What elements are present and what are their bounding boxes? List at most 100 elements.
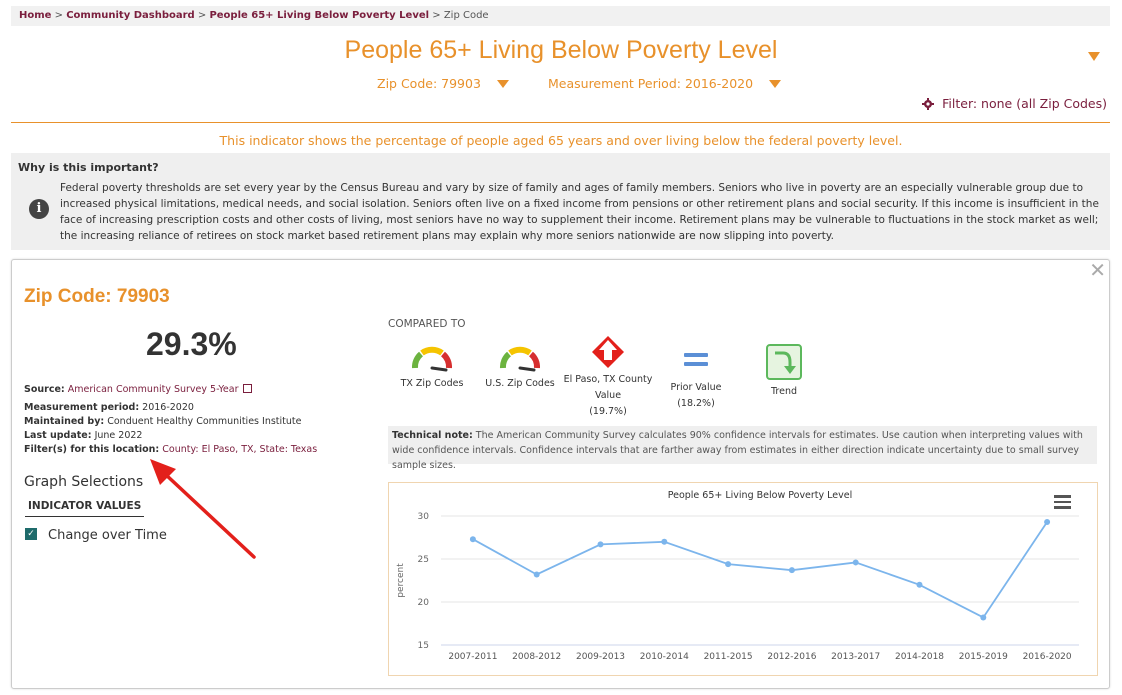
why-important-body: Federal poverty thresholds are set every… [60, 182, 1099, 242]
chevron-down-icon [769, 79, 782, 88]
page-title: People 65+ Living Below Poverty Level [344, 36, 778, 64]
change-over-time-checkbox[interactable]: ✓ [25, 528, 37, 540]
data-point [661, 538, 668, 545]
measurement-period-line: Measurement period: 2016-2020 [24, 402, 194, 413]
comparison-us-zip-codes[interactable]: U.S. Zip Codes [475, 342, 565, 392]
compared-to-title: COMPARED TO [388, 318, 466, 330]
comparison-label: TX Zip Codes [400, 378, 464, 389]
series-line [472, 521, 1048, 619]
maintained-by-value: Conduent Healthy Communities Institute [107, 416, 302, 427]
equal-icon [684, 353, 708, 366]
x-tick-label: 2011-2015 [704, 652, 753, 662]
location-filters-label: Filter(s) for this location: [24, 444, 160, 455]
data-point [1044, 519, 1051, 526]
comparison-trend[interactable]: Trend [739, 344, 829, 400]
x-tick-label: 2015-2019 [959, 652, 1008, 662]
data-point [533, 571, 540, 578]
chart-title: People 65+ Living Below Poverty Level [668, 490, 853, 501]
data-point [980, 614, 987, 621]
measurement-period-label: Measurement period: [24, 402, 140, 413]
breadcrumb: Home > Community Dashboard > People 65+ … [11, 6, 1110, 26]
chevron-down-icon [496, 79, 509, 88]
breadcrumb-separator: > [51, 10, 67, 21]
comparison-tx-zip-codes[interactable]: TX Zip Codes [387, 342, 477, 392]
why-important-title: Why is this important? [18, 161, 159, 174]
technical-note: Technical note: The American Community S… [388, 426, 1097, 471]
data-point [788, 567, 795, 574]
x-tick-label: 2010-2014 [640, 652, 689, 662]
x-tick-label: 2012-2016 [767, 652, 816, 662]
y-tick-label: 25 [418, 555, 429, 565]
zip-code-selector[interactable]: Zip Code: 79903 [377, 76, 509, 91]
breadcrumb-separator: > [429, 10, 444, 21]
source-link[interactable]: American Community Survey 5-Year [67, 384, 239, 395]
why-important-box: Why is this important? i Federal poverty… [11, 153, 1110, 250]
data-point [469, 536, 476, 543]
breadcrumb-indicator[interactable]: People 65+ Living Below Poverty Level [209, 10, 430, 21]
source-line: Source: American Community Survey 5-Year [24, 383, 252, 395]
filter-label: Filter: none (all Zip Codes) [942, 96, 1107, 111]
measurement-period-selector-label: Measurement Period: 2016-2020 [548, 76, 754, 91]
data-point [725, 561, 732, 568]
info-icon: i [29, 199, 49, 219]
comparison-label: El Paso, TX County Value [563, 374, 653, 401]
x-tick-label: 2016-2020 [1023, 652, 1072, 662]
gear-icon [922, 97, 935, 110]
data-point [597, 541, 604, 548]
line-chart: People 65+ Living Below Poverty Level 15 2… [396, 490, 1079, 662]
x-tick-label: 2009-2013 [576, 652, 625, 662]
divider [11, 122, 1110, 123]
breadcrumb-dashboard[interactable]: Community Dashboard [66, 10, 195, 21]
y-tick-label: 15 [418, 641, 429, 651]
indicator-detail-panel: ✕ Zip Code: 79903 29.3% Source: American… [11, 258, 1110, 689]
comparison-value: (19.7%) [589, 406, 627, 417]
last-update-label: Last update: [24, 430, 92, 441]
location-filters-link[interactable]: County: El Paso, TX, State: Texas [162, 444, 318, 455]
measurement-period-value: 2016-2020 [142, 402, 194, 413]
annotation-arrow [150, 459, 256, 559]
y-tick-label: 20 [418, 598, 430, 608]
indicator-description: This indicator shows the percentage of p… [219, 133, 903, 148]
breadcrumb-separator: > [194, 10, 210, 21]
breadcrumb-home[interactable]: Home [19, 10, 52, 21]
location-filters-line: Filter(s) for this location: County: El … [24, 444, 317, 455]
source-label: Source: [24, 384, 65, 395]
data-point [916, 581, 923, 588]
technical-note-label: Technical note: [392, 430, 473, 441]
chart-menu-icon[interactable] [1054, 495, 1071, 512]
x-tick-label: 2014-2018 [895, 652, 944, 662]
comparison-label: Prior Value [670, 382, 722, 393]
maintained-by-line: Maintained by: Conduent Healthy Communit… [24, 416, 301, 427]
gauge-icon [412, 346, 452, 372]
breadcrumb-current: Zip Code [443, 10, 489, 21]
y-tick-label: 30 [418, 512, 430, 522]
location-title: Zip Code: 79903 [24, 286, 170, 307]
filter-link[interactable]: Filter: none (all Zip Codes) [922, 96, 1107, 111]
title-dropdown-caret-icon[interactable] [1088, 52, 1100, 61]
maintained-by-label: Maintained by: [24, 416, 105, 427]
data-point [852, 559, 859, 566]
last-update-value: June 2022 [94, 430, 143, 441]
tab-indicator-values[interactable]: INDICATOR VALUES [25, 500, 145, 517]
x-tick-label: 2013-2017 [831, 652, 880, 662]
change-over-time-label: Change over Time [48, 528, 167, 543]
external-link-icon[interactable] [242, 384, 252, 393]
y-axis-label: percent [396, 563, 406, 598]
trend-down-icon [766, 344, 802, 380]
x-tick-label: 2007-2011 [448, 652, 497, 662]
chart-container: People 65+ Living Below Poverty Level 15 2… [388, 482, 1098, 676]
comparison-label: U.S. Zip Codes [485, 378, 555, 389]
zip-code-selector-label: Zip Code: 79903 [377, 76, 481, 91]
last-update-line: Last update: June 2022 [24, 430, 142, 441]
x-tick-label: 2008-2012 [512, 652, 561, 662]
close-icon[interactable]: ✕ [1089, 258, 1106, 282]
comparison-prior-value[interactable]: Prior Value (18.2%) [651, 350, 741, 412]
measurement-period-selector[interactable]: Measurement Period: 2016-2020 [548, 76, 782, 91]
comparison-el-paso-county[interactable]: El Paso, TX County Value (19.7%) [563, 334, 653, 420]
comparison-value: (18.2%) [677, 398, 715, 409]
indicator-value: 29.3% [146, 326, 237, 362]
gauge-icon [500, 346, 540, 372]
graph-selections-title: Graph Selections [24, 474, 144, 490]
technical-note-text: The American Community Survey calculates… [392, 430, 1083, 471]
comparison-label: Trend [771, 386, 797, 397]
